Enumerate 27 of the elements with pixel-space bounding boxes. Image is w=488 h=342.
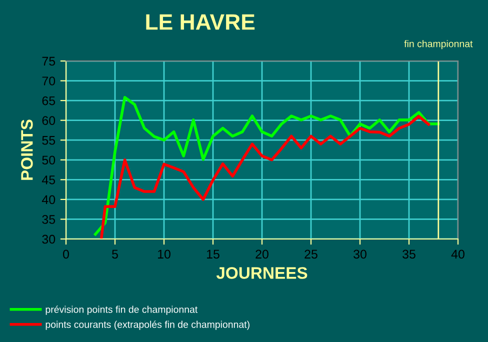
y-tick-label: 70 (42, 76, 56, 86)
x-tick-label: 15 (207, 250, 220, 259)
y-tick-label: 65 (42, 96, 56, 106)
y-tick-label: 30 (42, 234, 56, 244)
chart-title: LE HAVRE (146, 14, 255, 30)
y-tick-label: 55 (42, 136, 56, 145)
y-tick-label: 45 (42, 176, 56, 184)
x-tick-label: 5 (112, 250, 118, 259)
x-tick-label: 25 (304, 250, 318, 259)
x-tick-label: 35 (402, 250, 416, 259)
x-tick-label: 40 (451, 250, 464, 259)
x-tick-label: 20 (256, 250, 268, 259)
y-tick-label: 40 (42, 195, 56, 204)
x-tick-label: 10 (158, 250, 170, 259)
x-tick-label: 30 (354, 250, 366, 259)
x-tick-label: 0 (63, 250, 69, 259)
legend-label: points courants (extrapolés fin de championnat) (46, 320, 250, 330)
legend-label: prévision points fin de championnat (46, 306, 198, 315)
y-tick-label: 35 (42, 215, 56, 224)
y-tick-label: 60 (42, 116, 56, 125)
y-axis-title: POINTS (21, 120, 33, 180)
line-series (100, 114, 430, 239)
y-tick-label: 50 (42, 156, 56, 165)
line-series (94, 96, 440, 236)
ref-line-label: fin championnat (404, 40, 473, 50)
y-tick-label: 75 (42, 56, 56, 66)
x-axis-title: JOURNEES (216, 267, 308, 279)
